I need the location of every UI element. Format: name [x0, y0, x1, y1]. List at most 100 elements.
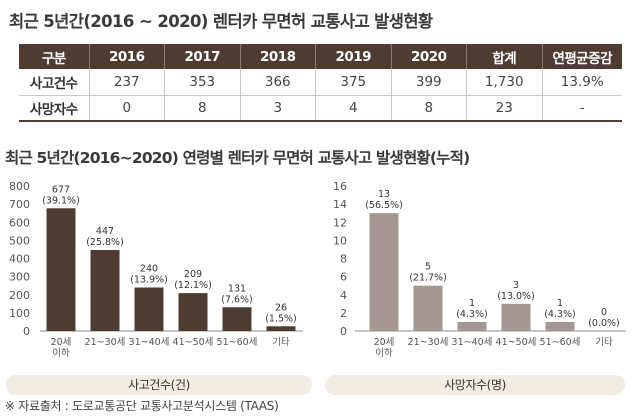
data-label-percent: (56.5%)	[365, 200, 403, 211]
bar	[178, 293, 208, 331]
data-label-value: 677	[52, 184, 70, 195]
table-header-row: 구분 2016 2017 2018 2019 2020 합계 연평균증감	[19, 44, 622, 69]
x-tick-label: 이하	[52, 347, 70, 359]
y-tick-label: 0	[340, 325, 347, 338]
data-label-value: 13	[378, 189, 390, 200]
table-cell: 366	[240, 69, 316, 96]
data-label-percent: (21.7%)	[409, 273, 447, 284]
x-tick-label: 41~50세	[496, 337, 537, 348]
y-tick-label: 2	[340, 307, 347, 320]
source-note: ※ 자료출처 : 도로교통공단 교통사고분석시스템 (TAAS)	[5, 399, 279, 413]
x-tick-label: 31~40세	[452, 337, 493, 348]
table-cell: 8	[164, 95, 241, 122]
y-tick-label: 16	[333, 180, 347, 193]
data-label-percent: (1.5%)	[265, 313, 297, 324]
data-label-value: 240	[140, 264, 158, 275]
data-label-percent: (4.3%)	[456, 309, 488, 320]
x-tick-label: 31~40세	[129, 337, 170, 348]
data-label-percent: (0.0%)	[588, 318, 620, 329]
data-label-value: 5	[425, 262, 431, 273]
bar	[134, 287, 164, 331]
y-tick-label: 800	[9, 180, 30, 193]
table-header-cell: 합계	[466, 44, 543, 69]
data-label-percent: (39.1%)	[42, 195, 80, 206]
data-label-percent: (4.3%)	[544, 309, 576, 320]
x-tick-label: 이하	[375, 347, 393, 359]
data-label-value: 209	[184, 269, 202, 280]
y-tick-label: 300	[9, 271, 30, 284]
bar	[501, 303, 531, 331]
data-label-value: 131	[228, 283, 246, 294]
x-tick-label: 기타	[272, 337, 290, 348]
table-header-cell: 연평균증감	[542, 44, 622, 69]
row-label: 사고건수	[19, 69, 90, 96]
data-label-value: 1	[469, 298, 475, 309]
table-cell: 3	[240, 95, 316, 122]
data-label-value: 3	[513, 280, 519, 291]
table-header-cell: 2018	[240, 44, 316, 69]
table-cell: 4	[315, 95, 392, 122]
data-label-percent: (13.9%)	[130, 275, 168, 286]
y-tick-label: 100	[9, 307, 30, 320]
bar	[90, 249, 120, 331]
table-header-cell: 2020	[391, 44, 467, 69]
data-label-percent: (13.0%)	[497, 291, 535, 302]
x-tick-label: 기타	[595, 337, 613, 348]
y-tick-label: 200	[9, 289, 30, 302]
data-label-value: 26	[275, 302, 287, 313]
table-cell: 399	[391, 69, 467, 96]
summary-table: 구분 2016 2017 2018 2019 2020 합계 연평균증감 사고건…	[19, 44, 622, 122]
x-tick-label: 41~50세	[173, 337, 214, 348]
row-label: 사망자수	[19, 95, 90, 122]
bar	[369, 213, 399, 331]
bar	[413, 285, 443, 331]
y-tick-label: 14	[333, 198, 347, 211]
x-tick-label: 21~30세	[408, 337, 449, 348]
y-tick-label: 500	[9, 234, 30, 247]
table-row: 사망자수 0 8 3 4 8 23 -	[19, 95, 622, 122]
left-chart-xlabel: 사고건수(건)	[6, 375, 312, 395]
y-tick-label: 8	[340, 253, 347, 266]
y-tick-label: 700	[9, 198, 30, 211]
bar	[266, 326, 296, 331]
page-title: 최근 5년간(2016 ~ 2020) 렌터카 무면허 교통사고 발생현황	[9, 12, 433, 31]
x-tick-label: 51~60세	[217, 337, 258, 348]
y-tick-label: 0	[23, 325, 30, 338]
table-cell: 13.9%	[542, 69, 622, 96]
x-tick-label: 20세	[374, 337, 395, 348]
data-label-percent: (12.1%)	[174, 280, 212, 291]
table-header-cell: 2017	[164, 44, 241, 69]
x-tick-label: 21~30세	[85, 337, 126, 348]
table-header-cell: 2019	[315, 44, 392, 69]
table-cell: 0	[89, 95, 165, 122]
table-cell: 8	[391, 95, 467, 122]
x-tick-label: 51~60세	[540, 337, 581, 348]
table-header-cell: 2016	[89, 44, 165, 69]
y-tick-label: 400	[9, 253, 30, 266]
data-label-percent: (7.6%)	[221, 294, 253, 305]
accidents-bar-chart: 0 100 200 300 400 500 600 700 800 677(39.1%) 20세이하…	[9, 180, 303, 359]
table-cell: 375	[315, 69, 392, 96]
chart-section-title: 최근 5년간(2016~2020) 연령별 렌터카 무면허 교통사고 발생현황(…	[5, 149, 470, 167]
data-label-value: 447	[96, 226, 114, 237]
bar	[46, 208, 76, 331]
table-cell: 1,730	[466, 69, 543, 96]
table-cell: 23	[466, 95, 543, 122]
table-cell: 353	[164, 69, 241, 96]
table-row: 사고건수 237 353 366 375 399 1,730 13.9%	[19, 69, 622, 96]
data-label-value: 0	[601, 307, 607, 318]
table-cell: -	[542, 95, 622, 122]
table-header-cell: 구분	[19, 44, 90, 69]
right-chart-xlabel: 사망자수(명)	[325, 375, 625, 395]
bar	[545, 321, 575, 331]
y-tick-label: 4	[340, 289, 347, 302]
bar	[222, 307, 252, 331]
data-label-value: 1	[557, 298, 563, 309]
y-tick-label: 6	[340, 271, 347, 284]
y-tick-label: 12	[333, 216, 347, 229]
y-tick-label: 10	[333, 234, 347, 247]
bar	[457, 321, 487, 331]
data-label-percent: (25.8%)	[86, 237, 124, 248]
table-cell: 237	[89, 69, 165, 96]
